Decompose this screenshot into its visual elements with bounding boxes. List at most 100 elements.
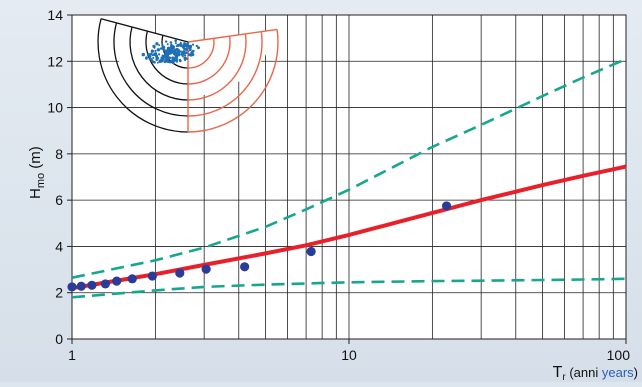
inset-scatter-point [148,54,152,58]
inset-radius-orange [187,28,278,43]
inset-arc-black [113,22,189,117]
inset-scatter-point [165,40,168,43]
inset-scatter-point [171,56,175,60]
inset-scatter-point [164,49,168,53]
inset-scatter-point [161,44,164,47]
inset-arc-black [129,26,189,101]
inset-arc-orange [187,38,215,69]
x-axis-label: Tr (anni years) [553,364,638,382]
inset-scatter-point [150,58,153,62]
inset-scatter-point [182,50,186,54]
inset-scatter-point [152,44,156,49]
data-point [67,282,77,292]
inset-scatter-point [166,60,170,64]
data-point [112,276,122,286]
inset-scatter-point [181,55,184,58]
inset-scatter-point [151,60,155,64]
inset-scatter-point [184,47,188,51]
data-point [441,201,452,211]
inset-scatter-point [174,57,177,61]
inset-scatter-point [150,52,153,56]
inset-sector-diagram [97,18,279,133]
y-tick-label: 8 [55,146,63,162]
inset-arc-orange [187,36,231,85]
y-axis-label: Hmo (m) [27,146,47,199]
inset-scatter-point [158,44,161,47]
inset-scatter-point [162,58,165,61]
inset-scatter-point [152,56,155,59]
data-point [87,280,97,290]
inset-arc-black [97,18,189,133]
inset-scatter-point [174,42,177,45]
inset-scatter-point [173,48,177,52]
inset-scatter-point [189,48,192,52]
y-tick-label: 4 [55,238,63,254]
data-point [306,246,316,257]
inset-scatter-point [178,59,182,63]
inset-scatter-point [169,60,172,64]
data-point [127,274,137,284]
data-point [201,264,211,274]
inset-scatter-point [161,45,166,50]
inset-scatter-point [178,43,183,47]
inset-scatter-point [158,53,161,56]
inset-scatter-point [166,46,171,51]
upper-confidence-line [71,57,627,279]
inset-scatter-point [191,52,195,57]
inset-scatter-point [156,61,159,64]
inset-scatter-point [191,49,195,53]
inset-scatter-point [178,52,181,55]
inset-scatter-point [176,48,180,51]
inset-scatter-point [177,53,180,56]
lower-confidence-line [71,277,627,299]
inset-scatter-point [159,47,163,50]
x-tick-label: 10 [341,347,357,363]
inset-background [101,18,278,97]
y-tick-label: 0 [55,331,63,347]
inset-scatter-point [179,50,183,53]
data-point [240,262,250,272]
inset-scatter-point [197,46,200,50]
inset-scatter-point [185,51,188,54]
inset-scatter-point [195,44,198,48]
inset-scatter-point [159,59,163,63]
inset-scatter-point [141,52,146,57]
inset-scatter-point [178,49,181,52]
inset-scatter-point [185,57,188,60]
inset-scatter-point [191,43,195,46]
inset-scatter-point [169,41,173,44]
data-point [147,271,157,281]
inset-scatter-point [176,51,179,54]
y-tick-label: 12 [47,53,63,69]
inset-scatter-point [156,48,161,52]
data-point [76,281,86,291]
inset-arc-black [145,30,189,85]
data-point [175,268,185,278]
inset-arc-orange [187,31,263,117]
inset-arc-orange [187,33,247,101]
inset-scatter-point [184,59,187,62]
inset-scatter-point [163,54,167,58]
inset-scatter-point [174,39,177,43]
inset-scatter-point [176,43,180,47]
y-tick-label: 2 [55,285,63,301]
inset-scatter-point [155,54,159,58]
y-tick-label: 14 [47,7,63,23]
inset-scatter-point [183,43,187,48]
inset-arc-orange [187,29,279,133]
inset-scatter-point [155,42,159,46]
inset-scatter-point [150,49,155,53]
y-tick-label: 6 [55,192,63,208]
inset-scatter-point [183,54,187,57]
inset-scatter-point [187,50,190,53]
inset-scatter-point [171,45,175,49]
data-point [100,279,110,289]
inset-scatter-point [168,50,173,55]
inset-scatter-point [154,49,157,53]
y-tick-label: 10 [47,100,63,116]
inset-scatter-point [151,54,154,57]
inset-scatter-point [171,50,175,54]
x-tick-label: 1 [68,347,76,363]
